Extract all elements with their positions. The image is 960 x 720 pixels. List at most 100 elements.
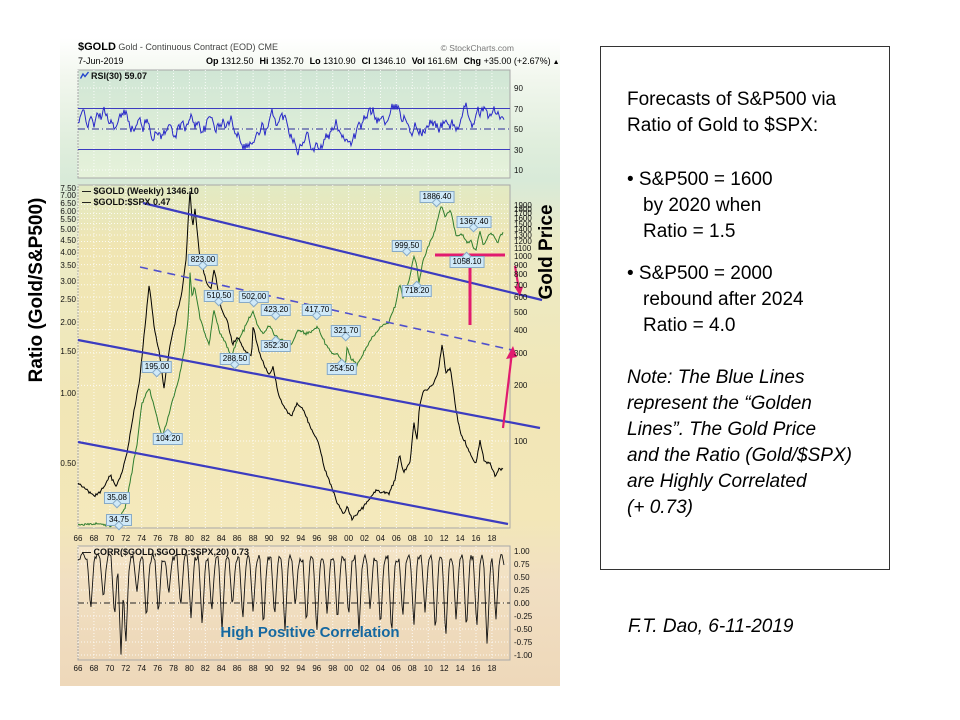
x-axis-tick: 92 [280,534,290,543]
price-axis-tick: 100 [514,437,528,446]
ratio-axis-tick: 5.00 [60,225,76,235]
x-axis-tick: 68 [89,534,99,543]
x-axis-tick: 90 [264,664,274,673]
price-axis-tick: 1100 [514,244,532,254]
x-axis-tick: 88 [248,534,258,543]
forecast-bullet-line: • S&P500 = 1600 [627,169,773,190]
x-axis-tick: 92 [280,664,290,673]
quote-value: 1312.50 [218,56,254,66]
ratio-axis-tick: 4.00 [60,247,76,257]
price-callout: 254.50 [326,358,358,375]
x-axis-tick: 80 [184,534,194,543]
x-axis-tick: 10 [423,664,433,673]
price-axis-tick: 300 [514,348,528,358]
ratio-axis-tick: 2.00 [60,318,76,328]
quote-date: 7-Jun-2019 [78,56,124,66]
quote-label: Op [206,56,219,66]
x-axis-tick: 08 [407,664,417,673]
x-axis-tick: 18 [487,534,497,543]
note-box-bullets: • S&P500 = 1600 by 2020 when Ratio = 1.5 • … [627,167,871,339]
magenta-up-arrow [501,346,517,429]
price-axis-tick: 200 [514,381,528,391]
price-callout: 417.70 [301,304,333,321]
quote-label: Cl [361,56,371,66]
main-legend-ratio: — $GOLD:$SPX 0.47 [82,197,171,207]
x-axis-tick: 96 [312,534,322,543]
note-line: and the Ratio (Gold/$SPX) [627,445,852,466]
price-callout: 195.00 [141,361,173,378]
price-axis-tick: 700 [514,280,528,290]
note-line: Lines”. The Gold Price [627,419,817,440]
price-axis-tick: 1000 [514,252,532,262]
x-axis-tick: 86 [232,664,242,673]
x-axis-tick: 08 [407,534,417,543]
x-axis-tick: 66 [73,534,83,543]
price-callout: 104.20 [152,428,184,445]
price-callout: 288.50 [219,353,251,370]
stockcharts-chart: $GOLD Gold - Continuous Contract (EOD) C… [60,38,560,686]
x-axis-tick: 94 [296,664,306,673]
x-axis-tick: 72 [121,534,131,543]
ratio-axis-tick: 1.50 [60,347,76,357]
x-axis-tick: 04 [376,664,385,673]
forecast-bullet-line: Ratio = 1.5 [643,221,736,242]
quote-value: 161.6M [425,56,458,66]
corr-axis-tick: 1.00 [514,547,530,556]
price-callout: 823.00 [187,254,219,271]
x-axis-tick: 78 [169,664,178,673]
ratio-axis-tick: 3.50 [60,261,76,271]
x-axis-tick: 72 [121,664,131,673]
correlation-line [77,552,505,655]
rsi-axis-tick: 10 [514,166,523,175]
rsi-axis-tick: 50 [514,125,523,134]
quote-value: +35.00 (+2.67%) [481,56,551,66]
main-legend-gold: — $GOLD (Weekly) 1346.10 [82,186,199,196]
x-axis-tick: 02 [360,664,369,673]
x-axis-tick: 98 [328,664,338,673]
price-axis-tick: 600 [514,293,528,303]
price-axis-tick: 1200 [514,237,532,247]
corr-axis-tick: -0.50 [514,625,533,634]
ratio-axis-tick: 5.50 [60,215,76,225]
price-callout: 35.08 [103,492,131,509]
x-axis-tick: 12 [439,534,449,543]
ohlc-quote: Op 1312.50 Hi 1352.70 Lo 1310.90 Cl 1346.10… [200,56,560,66]
price-axis-tick: 400 [514,325,528,335]
quote-row: 7-Jun-2019 Op 1312.50 Hi 1352.70 Lo 1310.9… [78,56,560,66]
x-axis-tick: 02 [360,534,369,543]
corr-axis-tick: -0.25 [514,612,533,621]
ratio-axis-tick: 1.00 [60,388,76,398]
price-callout: 321.70 [330,325,362,342]
note-title-line: Ratio of Gold to $SPX: [627,115,819,136]
attribution: F.T. Dao, 6-11-2019 [628,616,794,637]
ratio-line [77,191,504,522]
note-line: represent the “Golden [627,393,812,414]
rsi-legend: RSI(30) 59.07 [79,71,148,82]
price-callout: 502.00 [238,291,270,308]
forecast-bullet-line: rebound after 2024 [643,289,804,310]
price-callout: 718.20 [401,280,433,297]
corr-axis-tick: 0.50 [514,573,530,582]
x-axis-tick: 70 [105,664,115,673]
x-axis-tick: 04 [376,534,385,543]
ratio-axis-tick: 4.50 [60,235,76,245]
note-title-line: Forecasts of S&P500 via [627,89,837,110]
quote-value: 1310.90 [320,56,356,66]
x-axis-tick: 84 [216,664,226,673]
ratio-axis-tick: 3.00 [60,276,76,286]
x-axis-tick: 00 [344,664,354,673]
corr-axis-tick: -0.75 [514,638,533,647]
x-axis-tick: 86 [232,534,242,543]
quote-label: Hi [259,56,269,66]
rsi-legend-label: RSI(30) 59.07 [91,71,148,81]
x-axis-tick: 68 [89,664,99,673]
x-axis-tick: 18 [487,664,497,673]
x-axis-tick: 76 [153,534,163,543]
corr-axis-tick: 0.00 [514,599,530,608]
x-axis-tick: 76 [153,664,163,673]
price-axis-tick: 1800 [514,204,532,214]
x-axis-tick: 78 [169,534,178,543]
price-callout: 1367.40 [456,216,492,233]
x-axis-tick: 94 [296,534,306,543]
price-callout: 423.20 [260,304,292,321]
